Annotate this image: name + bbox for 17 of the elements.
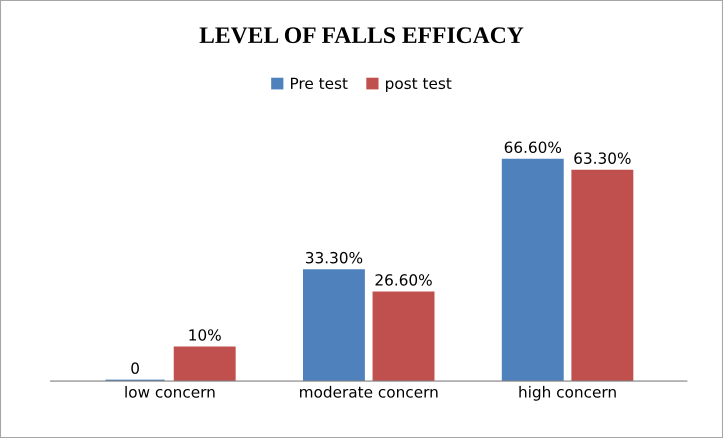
data-label: 33.30% <box>306 252 362 264</box>
bar <box>571 170 634 382</box>
bar <box>502 158 564 382</box>
data-label: 26.60% <box>376 274 432 286</box>
chart-title: LEVEL OF FALLS EFFICACY <box>200 27 524 44</box>
data-label: 63.30% <box>574 152 631 164</box>
bar <box>372 291 434 382</box>
legend-label: Pre test <box>291 78 348 90</box>
data-label: 0 <box>131 362 139 374</box>
legend-label: post test <box>386 78 452 92</box>
bar <box>302 269 365 382</box>
data-label: 66.60% <box>504 141 562 154</box>
x-tick-label: moderate concern <box>300 386 438 398</box>
x-tick-label: low concern <box>125 386 215 398</box>
x-tick-label: high concern <box>519 386 616 401</box>
data-label: 10% <box>189 329 221 341</box>
bar <box>174 346 236 382</box>
